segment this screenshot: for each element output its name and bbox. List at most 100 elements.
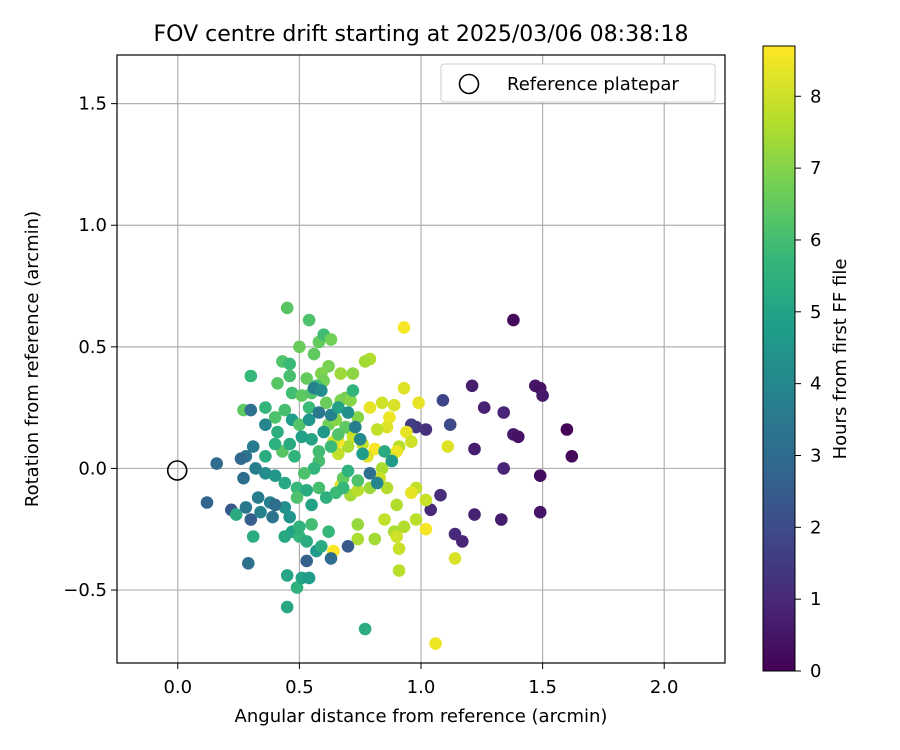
data-point xyxy=(363,467,377,480)
data-point xyxy=(405,435,418,449)
data-point xyxy=(239,501,253,514)
data-point xyxy=(305,433,318,446)
data-point xyxy=(271,425,284,439)
data-point xyxy=(280,569,294,582)
data-point xyxy=(317,425,331,439)
data-point xyxy=(283,369,297,383)
data-point xyxy=(298,467,311,480)
colorbar-tick-label: 4 xyxy=(810,374,821,395)
data-point xyxy=(387,398,401,412)
data-point xyxy=(332,401,345,414)
data-point xyxy=(353,433,367,446)
data-point xyxy=(210,457,223,470)
data-point xyxy=(280,301,294,315)
data-point xyxy=(341,406,355,419)
y-tick-label: 1.5 xyxy=(78,94,107,115)
colorbar-ticks: 0 1 2 3 4 5 6 7 8 xyxy=(795,86,821,682)
data-point xyxy=(405,486,418,500)
data-point xyxy=(380,420,394,434)
reference-platepar-marker xyxy=(166,460,188,481)
data-point xyxy=(533,469,547,483)
y-tick-label: −0.5 xyxy=(63,580,107,601)
x-tick-label: 1.5 xyxy=(528,677,557,698)
x-axis-label: Angular distance from reference (arcmin) xyxy=(235,706,608,727)
legend-open-circle-icon xyxy=(458,73,480,95)
data-point xyxy=(536,389,549,402)
colorbar-tick-label: 5 xyxy=(810,302,821,323)
data-point xyxy=(300,535,314,548)
data-point xyxy=(319,396,333,410)
legend-box xyxy=(440,63,716,103)
data-point xyxy=(465,379,479,393)
data-point xyxy=(565,450,579,463)
data-point xyxy=(246,530,260,543)
data-point xyxy=(507,313,520,327)
data-point xyxy=(533,505,547,519)
data-point xyxy=(397,520,411,534)
data-point xyxy=(268,498,282,512)
data-point xyxy=(324,333,338,346)
data-point xyxy=(351,411,365,424)
data-point xyxy=(302,313,316,327)
data-point xyxy=(363,401,377,414)
colorbar-tick-label: 7 xyxy=(810,158,821,179)
data-point xyxy=(244,369,258,383)
data-point xyxy=(332,428,345,441)
data-point xyxy=(259,401,272,414)
data-point xyxy=(419,522,433,536)
data-point xyxy=(324,440,338,453)
data-point xyxy=(383,411,396,424)
data-point xyxy=(351,518,365,531)
data-point xyxy=(290,581,304,594)
data-point xyxy=(356,447,369,461)
data-point xyxy=(259,450,272,463)
data-point xyxy=(249,462,262,475)
data-point xyxy=(242,557,255,570)
data-point xyxy=(380,481,394,495)
data-point xyxy=(295,430,309,444)
data-point xyxy=(268,411,282,424)
data-point xyxy=(234,452,248,466)
data-point xyxy=(400,425,413,439)
data-point xyxy=(283,357,297,371)
data-point xyxy=(237,471,250,485)
data-point xyxy=(285,386,299,400)
data-point xyxy=(351,484,365,497)
data-point xyxy=(305,518,318,531)
data-point xyxy=(229,508,243,521)
data-point xyxy=(368,532,382,546)
data-point xyxy=(448,552,462,565)
y-tick-label: 0.0 xyxy=(78,458,107,479)
data-point xyxy=(200,496,214,509)
data-point xyxy=(441,440,455,453)
data-point xyxy=(397,321,411,334)
data-point xyxy=(288,450,301,463)
data-point xyxy=(295,389,309,402)
x-tick-label: 0.0 xyxy=(163,677,192,698)
data-point xyxy=(419,493,433,507)
y-axis-ticks: −0.5 0.0 0.5 1.0 1.5 xyxy=(63,94,117,601)
data-point xyxy=(278,476,292,490)
data-point xyxy=(341,540,355,553)
data-point xyxy=(322,525,335,538)
legend-label: Reference platepar xyxy=(507,74,679,95)
data-point xyxy=(477,401,491,414)
data-point xyxy=(392,542,406,555)
data-point xyxy=(302,401,316,414)
data-point xyxy=(312,481,326,495)
data-point xyxy=(244,403,258,417)
legend: Reference platepar xyxy=(440,63,716,103)
data-point xyxy=(302,571,316,585)
data-point xyxy=(300,372,314,385)
data-point xyxy=(254,505,267,519)
x-tick-label: 1.0 xyxy=(407,677,436,698)
data-point xyxy=(278,501,292,514)
data-point xyxy=(346,384,360,397)
data-point xyxy=(259,467,272,480)
data-point xyxy=(300,484,314,497)
data-point xyxy=(251,491,265,504)
data-point xyxy=(375,396,389,410)
data-point xyxy=(307,462,321,475)
data-point xyxy=(443,418,457,432)
